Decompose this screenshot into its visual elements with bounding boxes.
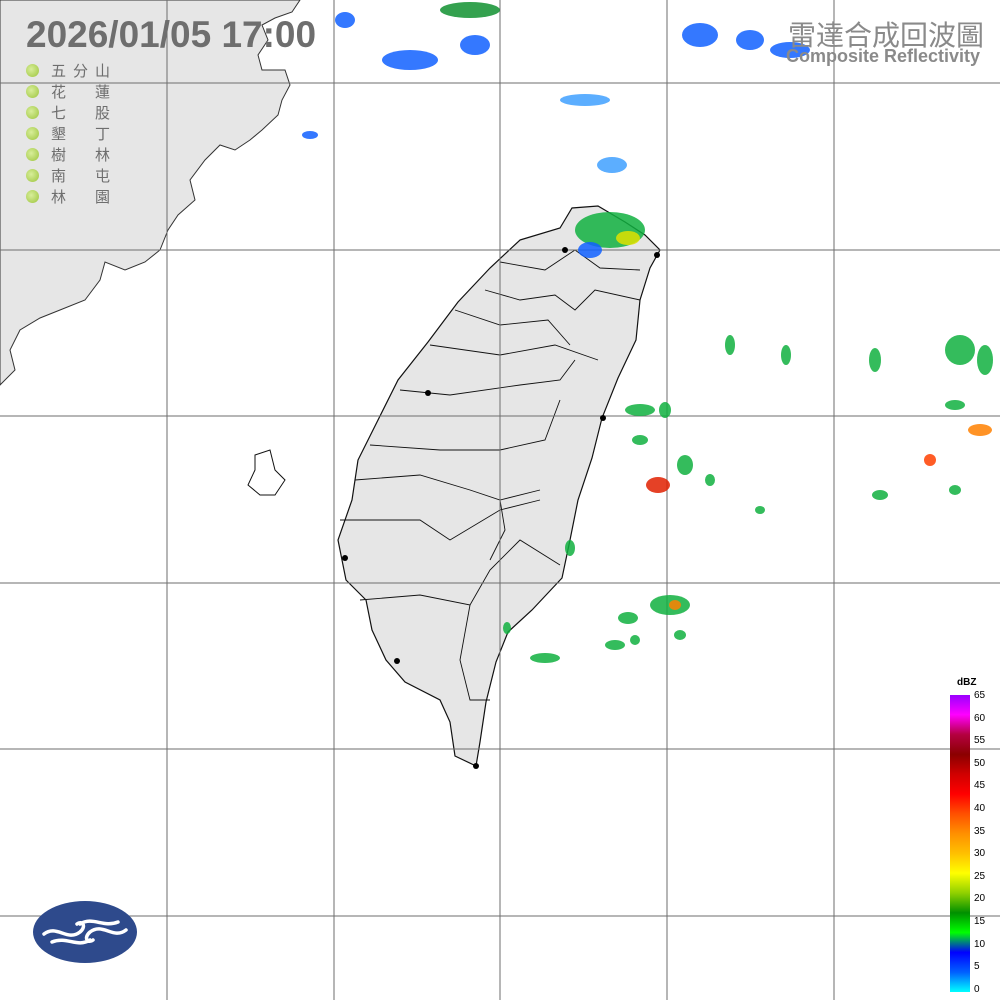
title-chinese: 雷達合成回波圖 [787, 20, 984, 51]
radar-site-marker [562, 247, 568, 253]
radar-echo [530, 653, 560, 663]
station-name: 林園 [51, 189, 111, 206]
colorbar-tick-label: 25 [974, 870, 986, 882]
colorbar-tick-label: 55 [974, 735, 986, 747]
cwa-logo [33, 901, 137, 963]
radar-echo [630, 635, 640, 645]
station-dot-icon [26, 106, 39, 119]
station-item: 五分山 [26, 60, 111, 81]
colorbar-tick-label: 15 [974, 916, 986, 927]
radar-echo [872, 490, 888, 500]
station-dot-icon [26, 190, 39, 203]
colorbar-unit: dBZ [957, 677, 977, 688]
radar-echo [869, 348, 881, 372]
colorbar [950, 695, 970, 992]
radar-echo [677, 455, 693, 475]
radar-echo [460, 35, 490, 55]
radar-echo [977, 345, 993, 375]
radar-echoes [302, 2, 993, 663]
radar-echo [659, 402, 671, 418]
colorbar-tick-label: 60 [974, 712, 986, 724]
station-item: 林園 [26, 186, 111, 207]
radar-echo [949, 485, 961, 495]
colorbar-tick-label: 5 [974, 961, 980, 973]
colorbar-tick-label: 50 [974, 757, 986, 769]
colorbar-tick-label: 40 [974, 803, 986, 814]
radar-echo [705, 474, 715, 486]
station-name: 五分山 [51, 63, 111, 80]
station-name: 墾丁 [51, 126, 111, 143]
radar-site-marker [342, 555, 348, 561]
station-name: 樹林 [51, 147, 111, 164]
radar-echo [440, 2, 500, 18]
station-name: 七股 [51, 105, 111, 122]
radar-echo [669, 600, 681, 610]
radar-echo [616, 231, 640, 245]
radar-echo [503, 622, 511, 634]
radar-echo [945, 335, 975, 365]
radar-echo [682, 23, 718, 47]
radar-echo [560, 94, 610, 106]
station-dot-icon [26, 169, 39, 182]
radar-echo [646, 477, 670, 493]
radar-echo [770, 42, 810, 58]
colorbar-tick-label: 30 [974, 848, 986, 860]
county-boundaries [340, 249, 641, 701]
radar-echo [924, 454, 936, 466]
radar-echo [674, 630, 686, 640]
timestamp: 2026/01/05 17:00 [26, 14, 317, 55]
radar-echo [968, 424, 992, 436]
radar-echo [945, 400, 965, 410]
station-item: 墾丁 [26, 123, 111, 144]
radar-echo [625, 404, 655, 416]
radar-echo [578, 242, 602, 258]
station-item: 花蓮 [26, 81, 111, 102]
station-name: 南屯 [51, 168, 111, 185]
radar-echo [618, 612, 638, 624]
radar-echo [632, 435, 648, 445]
radar-site-marker [473, 763, 479, 769]
radar-echo [736, 30, 764, 50]
radar-echo [302, 131, 318, 139]
station-legend: 五分山 花蓮 七股 墾丁 樹林 南屯 林園 [26, 60, 111, 207]
station-item: 七股 [26, 102, 111, 123]
colorbar-tick-label: 35 [974, 825, 986, 837]
station-item: 樹林 [26, 144, 111, 165]
penghu-islands [247, 449, 286, 496]
title-english: Composite Reflectivity [785, 46, 980, 66]
colorbar-tick-label: 45 [974, 780, 986, 792]
station-name: 花蓮 [51, 84, 111, 101]
radar-echo [725, 335, 735, 355]
radar-site-marker [654, 252, 660, 258]
station-dot-icon [26, 64, 39, 77]
radar-site-marker [425, 390, 431, 396]
taiwan-island [337, 205, 661, 767]
radar-site-marker [600, 415, 606, 421]
station-dot-icon [26, 85, 39, 98]
station-item: 南屯 [26, 165, 111, 186]
radar-echo [335, 12, 355, 28]
radar-site-marker [394, 658, 400, 664]
station-dot-icon [26, 148, 39, 161]
radar-echo [565, 540, 575, 556]
colorbar-tick-label: 65 [974, 690, 986, 701]
colorbar-tick-label: 20 [974, 893, 986, 905]
radar-echo [755, 506, 765, 514]
colorbar-tick-label: 10 [974, 938, 986, 950]
radar-echo [781, 345, 791, 365]
radar-site-markers [342, 247, 660, 769]
radar-echo [597, 157, 627, 173]
radar-echo [605, 640, 625, 650]
radar-echo [382, 50, 438, 70]
colorbar-tick-label: 0 [974, 983, 980, 995]
station-dot-icon [26, 127, 39, 140]
china-coast [0, 0, 301, 386]
